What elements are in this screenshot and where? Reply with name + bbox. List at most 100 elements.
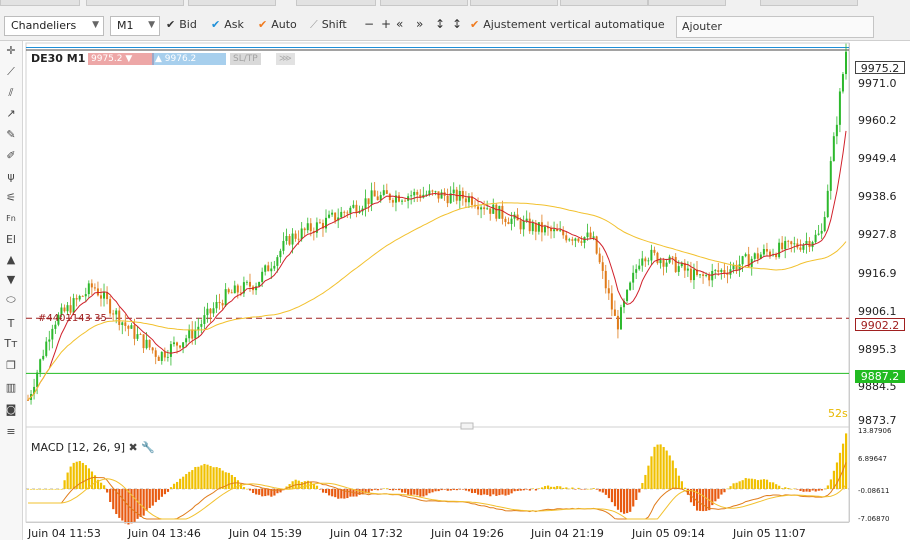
tab-5[interactable] <box>380 0 468 6</box>
candle <box>157 356 160 361</box>
sltp-badge[interactable]: SL/TP <box>230 53 261 65</box>
bars-icon[interactable]: ▥ <box>5 381 17 394</box>
macd-histogram-bar <box>443 488 446 490</box>
buy-badge[interactable]: ▲ 9976.2 <box>152 53 226 65</box>
macd-histogram-bar <box>638 488 641 493</box>
candle <box>598 253 601 263</box>
candle <box>370 190 373 205</box>
tab-2[interactable] <box>86 0 184 6</box>
macd-histogram-bar <box>796 488 799 490</box>
time-tick: Juin 05 11:07 <box>733 527 806 540</box>
candle <box>790 241 793 245</box>
macd-histogram-bar <box>139 488 142 517</box>
macd-histogram-bar <box>78 461 81 489</box>
macd-histogram-bar <box>543 486 547 489</box>
tab-7[interactable] <box>560 0 648 6</box>
candle <box>315 222 318 233</box>
macd-histogram-bar <box>221 470 224 489</box>
order-label[interactable]: #4401143 35 <box>38 313 107 324</box>
tab-1[interactable] <box>0 0 80 6</box>
camera-icon[interactable]: ◙ <box>5 403 17 416</box>
candle <box>571 239 574 241</box>
pencil-icon[interactable]: ✎ <box>6 128 16 141</box>
candle <box>63 307 66 312</box>
shapes-icon[interactable]: ⬭ <box>6 293 16 306</box>
macd-histogram-bar <box>665 450 668 489</box>
collapse-icon[interactable]: ⋙ <box>276 53 295 65</box>
close-icon[interactable]: ✖ <box>128 441 138 454</box>
macd-histogram-bar <box>309 481 313 489</box>
tab-4[interactable] <box>296 0 376 6</box>
timeframe-select[interactable]: M1 ▼ <box>110 16 160 36</box>
candle <box>562 230 565 236</box>
arrow-down-icon[interactable]: ▼ <box>6 273 16 286</box>
channel-icon[interactable]: ⫽ <box>8 86 14 99</box>
tab-9[interactable] <box>760 0 858 6</box>
macd-histogram-bar <box>480 488 483 496</box>
price-axis[interactable]: 9971.0 9960.2 9949.4 9938.6 9927.8 9916.… <box>849 43 910 427</box>
macd-histogram-bar <box>358 488 361 495</box>
auto-toggle[interactable]: ✔ Auto <box>258 18 297 31</box>
gann-icon[interactable]: ⚟ <box>6 191 16 204</box>
macd-histogram-bar <box>683 487 687 489</box>
shrink-vertical-button[interactable]: ↕ <box>452 17 463 31</box>
macd-histogram-bar <box>841 443 845 489</box>
wrench-icon[interactable]: 🔧 <box>141 441 155 454</box>
text-box-icon[interactable]: Tт <box>4 337 18 350</box>
candle <box>428 190 431 195</box>
autoscale-toggle[interactable]: ✔ Ajustement vertical automatique <box>470 18 665 31</box>
copy-icon[interactable]: ❐ <box>6 359 16 372</box>
zoom-out-button[interactable]: − <box>364 17 375 31</box>
macd-histogram-bar <box>717 488 720 499</box>
candle <box>601 262 604 271</box>
ask-toggle[interactable]: ✔ Ask <box>211 18 244 31</box>
macd-histogram-bar <box>60 488 63 490</box>
pitchfork-icon[interactable]: ψ <box>7 170 15 183</box>
ray-icon[interactable]: ↗ <box>6 107 16 120</box>
macd-histogram-bar <box>93 475 97 489</box>
add-indicator-input[interactable]: Ajouter <box>676 16 874 38</box>
arrow-up-icon[interactable]: ▲ <box>6 253 16 266</box>
sell-badge[interactable]: 9975.2 ▼ <box>88 53 154 65</box>
candle <box>401 200 404 202</box>
macd-histogram-bar <box>264 488 267 497</box>
fibonacci-icon[interactable]: Fn <box>6 214 16 223</box>
time-axis[interactable]: Juin 04 11:53 Juin 04 13:46 Juin 04 15:3… <box>26 522 849 541</box>
elliott-icon[interactable]: El <box>5 233 16 246</box>
trendline-icon[interactable]: ⟋ <box>7 65 15 78</box>
candle <box>498 205 501 219</box>
macd-histogram-bar <box>495 488 498 496</box>
candle <box>160 351 163 361</box>
time-tick: Juin 04 15:39 <box>229 527 302 540</box>
macd-histogram-bar <box>458 488 462 490</box>
tab-8[interactable] <box>648 0 726 6</box>
macd-histogram-bar <box>498 488 501 496</box>
expand-vertical-button[interactable]: ↕ <box>435 17 446 31</box>
price-tick: 9938.6 <box>858 190 897 203</box>
macd-histogram-bar <box>756 480 760 489</box>
text-icon[interactable]: T <box>7 317 15 330</box>
bid-toggle[interactable]: ✔ Bid <box>166 18 197 31</box>
chart-type-select[interactable]: Chandeliers ▼ <box>4 16 104 36</box>
macd-histogram-bar <box>765 479 769 489</box>
candle <box>93 287 96 289</box>
crosshair-icon[interactable]: ✛ <box>6 44 16 57</box>
macd-histogram-bar <box>127 488 130 525</box>
menu-icon[interactable]: ≡ <box>6 425 16 438</box>
brush-icon[interactable]: ✐ <box>6 149 16 162</box>
shift-toggle[interactable]: ⟋ Shift <box>310 18 347 32</box>
macd-histogram-bar <box>54 488 57 490</box>
tab-6[interactable] <box>470 0 558 6</box>
bar-countdown: 52s <box>828 407 848 420</box>
macd-histogram-bar <box>641 482 644 489</box>
tab-3[interactable] <box>188 0 276 6</box>
scroll-forward-button[interactable]: » <box>416 17 424 31</box>
candle <box>802 244 805 250</box>
scroll-back-button[interactable]: « <box>396 17 404 31</box>
candle <box>115 310 118 315</box>
candle <box>434 191 437 193</box>
ask-label: Ask <box>224 18 244 31</box>
pane-splitter-handle[interactable] <box>460 422 474 430</box>
zoom-in-button[interactable]: + <box>381 17 392 31</box>
